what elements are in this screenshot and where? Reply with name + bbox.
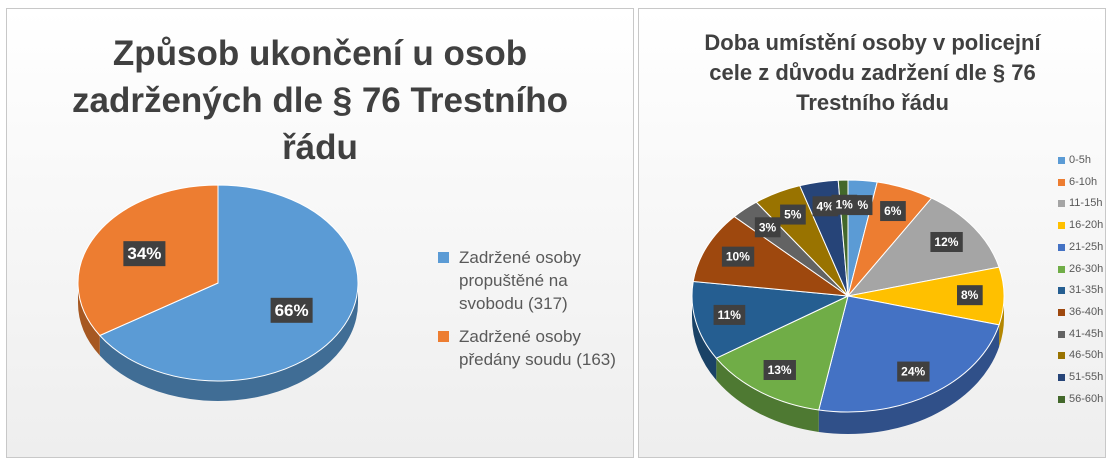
data-label: 1% <box>836 198 854 212</box>
data-label: 8% <box>961 288 979 302</box>
legend-swatch <box>1058 352 1065 360</box>
data-label-box <box>897 361 930 382</box>
legend-swatch <box>438 252 449 263</box>
legend-label: 46-50h <box>1069 349 1104 362</box>
legend-swatch <box>1058 222 1065 230</box>
legend-swatch <box>438 331 449 342</box>
pie-slice <box>691 280 850 359</box>
legend-swatch <box>1058 200 1065 208</box>
legend-label: 21-25h <box>1069 240 1104 253</box>
data-label: 3% <box>759 220 777 234</box>
legend-label: 36-40h <box>1069 305 1104 318</box>
data-label-box <box>780 204 806 225</box>
data-label: 11% <box>718 308 742 322</box>
pie-slice <box>692 215 850 297</box>
pie-side <box>716 358 819 432</box>
legend-item: 41-45h <box>1058 324 1112 346</box>
legend-swatch <box>1058 178 1065 186</box>
legend-label: 51-55h <box>1069 371 1104 384</box>
legend-item: 21-25h <box>1058 237 1112 259</box>
legend-swatch <box>1058 157 1065 164</box>
data-label: 5% <box>784 208 802 222</box>
legend-swatch <box>1058 265 1065 273</box>
legend-item: Zadržené osoby předány soudu (163) <box>438 325 618 371</box>
legend-label: 11-15h <box>1069 197 1103 210</box>
data-label-box <box>754 217 781 238</box>
legend: 0-5h 6-10h 11-15h 16-20h 21-25h 26-30h 31-35h 3… <box>1058 150 1112 410</box>
data-label-box <box>880 201 906 222</box>
legend-item: 16-20h <box>1058 215 1112 237</box>
legend-swatch <box>1058 287 1065 295</box>
legend-item: Zadržené osoby propuštěné na svobodu (31… <box>438 246 618 315</box>
legend-label: 6-10h <box>1069 175 1098 188</box>
legend-label: 26-30h <box>1069 262 1104 275</box>
data-label: 6% <box>884 204 902 218</box>
legend-label: 31-35h <box>1069 284 1104 297</box>
data-label: 12% <box>934 235 958 249</box>
legend-label: Zadržené osoby propuštěné na svobodu (31… <box>459 248 581 313</box>
pie-slice <box>98 184 359 382</box>
pie-slice <box>818 295 1000 413</box>
legend-swatch <box>1058 243 1065 251</box>
legend-item: 11-15h <box>1058 193 1112 215</box>
data-label-box <box>930 231 963 252</box>
legend-item: 31-35h <box>1058 280 1112 302</box>
data-label: 4% <box>817 199 835 213</box>
pie-slice <box>715 295 849 411</box>
legend: Zadržené osoby propuštěné na svobodu (31… <box>438 246 618 381</box>
data-label: 13% <box>768 363 792 377</box>
chart-title: Způsob ukončení u osob zadržených dle § … <box>72 34 568 167</box>
pie-side <box>999 296 1004 347</box>
data-label-box <box>721 246 755 267</box>
legend-label: 56-60h <box>1069 392 1104 405</box>
legend-label: Zadržené osoby předány soudu (163) <box>459 327 616 369</box>
pie-slice <box>846 197 1000 297</box>
legend-item: 6-10h <box>1058 172 1112 194</box>
data-label: 34% <box>127 244 161 263</box>
legend-label: 16-20h <box>1069 219 1104 232</box>
legend-swatch <box>1058 395 1065 403</box>
legend-item: 0-5h <box>1058 150 1112 172</box>
legend-swatch <box>1058 330 1065 338</box>
legend-swatch <box>1058 374 1065 382</box>
legend-item: 46-50h <box>1058 345 1112 367</box>
data-label: 66% <box>275 301 309 320</box>
data-label-box <box>831 194 858 215</box>
data-label-box <box>957 285 983 306</box>
legend-item: 26-30h <box>1058 259 1112 281</box>
pie-side <box>692 296 717 381</box>
legend-item: 51-55h <box>1058 367 1112 389</box>
data-label-box <box>713 304 746 325</box>
pie-side <box>99 283 358 402</box>
pie-side <box>78 283 100 356</box>
chart-title: Doba umístění osoby v policejní cele z d… <box>704 30 1041 115</box>
legend-item: 36-40h <box>1058 302 1112 324</box>
data-label: 10% <box>726 250 750 264</box>
data-label-box <box>763 360 796 381</box>
pie-side <box>818 324 1000 434</box>
data-label-box <box>270 297 313 323</box>
legend-label: 41-45h <box>1069 327 1104 340</box>
legend-item: 56-60h <box>1058 389 1112 411</box>
data-label-box <box>123 241 166 267</box>
legend-swatch <box>1058 308 1065 316</box>
data-label: 24% <box>901 365 925 379</box>
legend-label: 0-5h <box>1069 154 1092 166</box>
